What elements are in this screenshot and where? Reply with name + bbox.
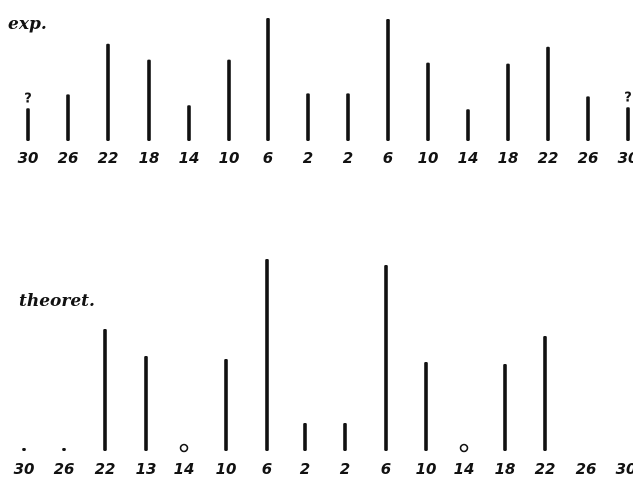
bar <box>586 96 590 141</box>
bar <box>22 448 26 451</box>
bar <box>224 359 228 451</box>
bar <box>343 423 347 451</box>
tick-label: 2 <box>343 149 353 167</box>
bar <box>227 59 231 141</box>
bar <box>546 46 550 142</box>
bar <box>543 336 547 451</box>
bar <box>506 63 510 141</box>
bar <box>306 93 310 141</box>
bar <box>106 43 110 142</box>
bar <box>384 265 388 451</box>
bar <box>187 105 191 141</box>
tick-label: 18 <box>495 460 516 478</box>
bar <box>386 18 390 141</box>
bar <box>62 448 66 451</box>
tick-label: 30 <box>618 149 633 167</box>
tick-label: 26 <box>576 460 597 478</box>
tick-label: 2 <box>303 149 313 167</box>
theoret-panel: theoret.3026221314106226101418222630 <box>14 259 633 478</box>
tick-label: 22 <box>535 460 556 478</box>
tick-label: 10 <box>418 149 439 167</box>
uncertain-annotation: ? <box>24 91 32 106</box>
tick-label: 6 <box>381 460 391 478</box>
tick-label: 6 <box>262 460 272 478</box>
bar <box>626 107 630 141</box>
tick-label: 2 <box>340 460 350 478</box>
bar <box>466 109 470 141</box>
tick-label: 26 <box>54 460 75 478</box>
tick-label: 14 <box>174 460 195 478</box>
bar <box>147 59 151 141</box>
tick-label: 14 <box>458 149 479 167</box>
tick-label: 10 <box>216 460 237 478</box>
tick-label: 14 <box>179 149 200 167</box>
tick-label: 13 <box>136 460 157 478</box>
zero-marker <box>459 443 469 453</box>
tick-label: 6 <box>263 149 273 167</box>
tick-label: 26 <box>578 149 599 167</box>
tick-label: 22 <box>98 149 119 167</box>
tick-label: 22 <box>95 460 116 478</box>
bar <box>66 94 70 141</box>
bar <box>265 259 269 451</box>
bar <box>266 17 270 141</box>
panel-title: exp. <box>8 14 47 34</box>
tick-label: 2 <box>300 460 310 478</box>
bar <box>303 423 307 451</box>
tick-label: 10 <box>219 149 240 167</box>
bar <box>426 62 430 141</box>
bar <box>503 364 507 451</box>
bar <box>346 93 350 141</box>
tick-label: 30 <box>616 460 633 478</box>
tick-label: 10 <box>416 460 437 478</box>
panel-title: theoret. <box>19 291 95 311</box>
tick-label: 18 <box>139 149 160 167</box>
bar <box>424 362 428 451</box>
tick-label: 26 <box>58 149 79 167</box>
bar <box>103 329 107 451</box>
tick-label: 30 <box>14 460 35 478</box>
tick-label: 22 <box>538 149 559 167</box>
tick-label: 18 <box>498 149 519 167</box>
zero-marker <box>179 443 189 453</box>
bar <box>26 108 30 141</box>
tick-label: 30 <box>18 149 39 167</box>
bar <box>144 356 148 451</box>
tick-label: 6 <box>383 149 393 167</box>
uncertain-annotation: ? <box>624 90 632 105</box>
tick-label: 14 <box>454 460 475 478</box>
